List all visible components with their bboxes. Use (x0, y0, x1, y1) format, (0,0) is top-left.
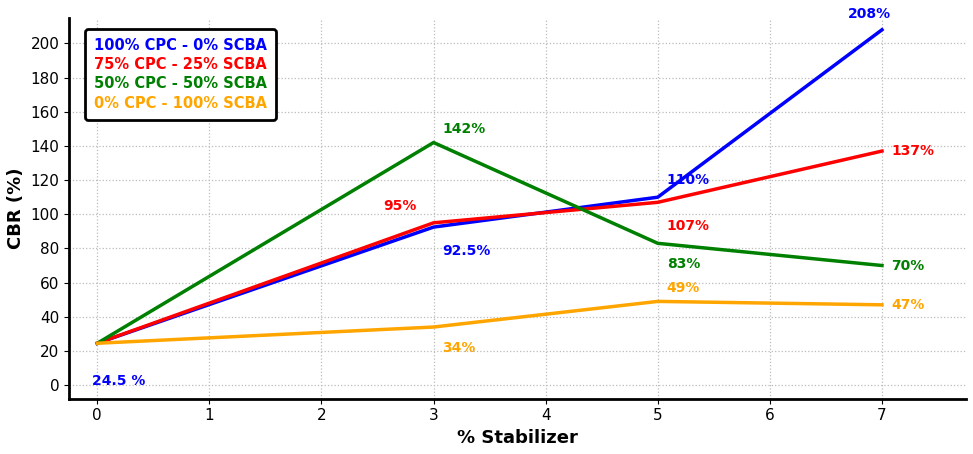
0% CPC - 100% SCBA (428, 324, 440, 330)
Text: 95%: 95% (383, 198, 416, 212)
75% CPC - 25% SCBA (91, 340, 103, 346)
Legend: 100% CPC - 0% SCBA, 75% CPC - 25% SCBA, 50% CPC - 50% SCBA, 0% CPC - 100% SCBA: 100% CPC - 0% SCBA, 75% CPC - 25% SCBA, … (86, 29, 276, 119)
Line: 50% CPC - 50% SCBA: 50% CPC - 50% SCBA (97, 143, 882, 343)
75% CPC - 25% SCBA (652, 200, 664, 205)
Text: 34%: 34% (443, 340, 476, 355)
Text: 49%: 49% (667, 281, 701, 295)
Text: 47%: 47% (891, 298, 924, 312)
50% CPC - 50% SCBA (91, 340, 103, 346)
0% CPC - 100% SCBA (876, 302, 887, 307)
100% CPC - 0% SCBA (428, 224, 440, 230)
Text: 137%: 137% (891, 144, 934, 158)
100% CPC - 0% SCBA (652, 194, 664, 200)
Text: 142%: 142% (443, 122, 486, 136)
0% CPC - 100% SCBA (91, 340, 103, 346)
50% CPC - 50% SCBA (876, 263, 887, 268)
Text: 107%: 107% (667, 219, 709, 233)
Text: 70%: 70% (891, 258, 924, 272)
Text: 24.5 %: 24.5 % (91, 374, 145, 388)
Text: 110%: 110% (667, 173, 710, 187)
100% CPC - 0% SCBA (876, 27, 887, 33)
Text: 83%: 83% (667, 257, 701, 271)
Text: 208%: 208% (848, 7, 891, 21)
50% CPC - 50% SCBA (428, 140, 440, 145)
75% CPC - 25% SCBA (428, 220, 440, 226)
Line: 100% CPC - 0% SCBA: 100% CPC - 0% SCBA (97, 30, 882, 343)
0% CPC - 100% SCBA (652, 299, 664, 304)
Y-axis label: CBR (%): CBR (%) (7, 168, 25, 249)
X-axis label: % Stabilizer: % Stabilizer (457, 429, 578, 447)
Line: 75% CPC - 25% SCBA: 75% CPC - 25% SCBA (97, 151, 882, 343)
Text: 92.5%: 92.5% (443, 244, 491, 258)
75% CPC - 25% SCBA (876, 148, 887, 154)
50% CPC - 50% SCBA (652, 241, 664, 246)
Line: 0% CPC - 100% SCBA: 0% CPC - 100% SCBA (97, 301, 882, 343)
100% CPC - 0% SCBA (91, 340, 103, 346)
